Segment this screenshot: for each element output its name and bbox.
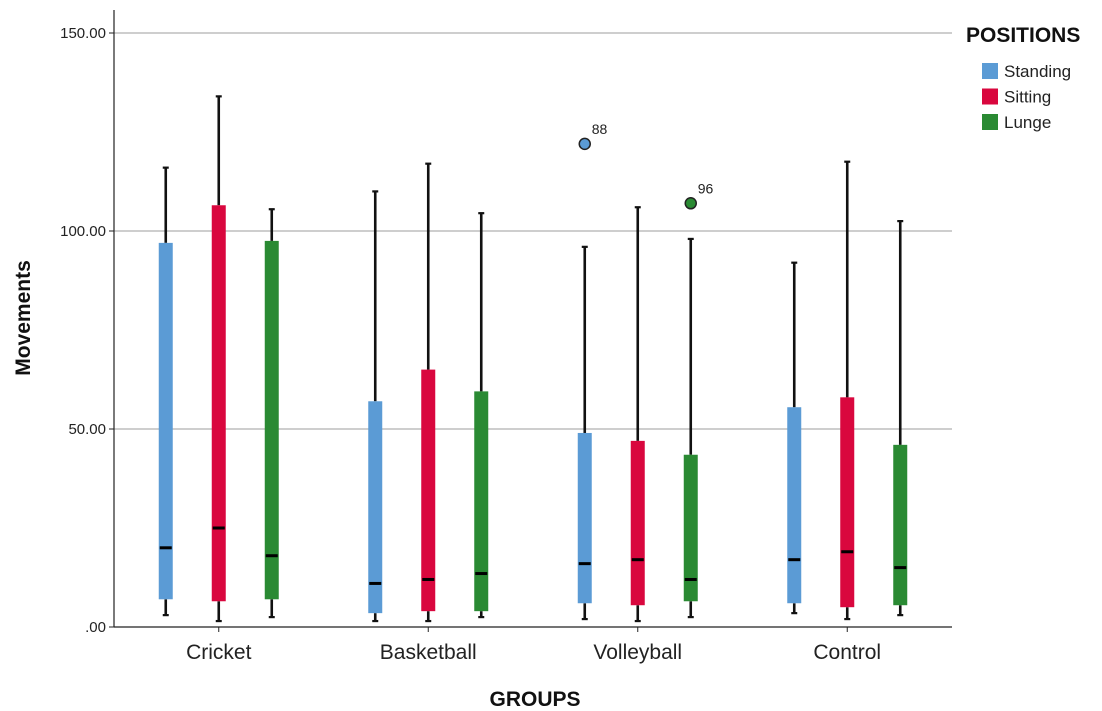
outlier-point [684, 197, 697, 210]
y-tick-label: .00 [85, 619, 106, 636]
y-tick-labels: .00 50.00 100.00 150.00 [60, 25, 114, 636]
outlier-label: 88 [592, 121, 608, 137]
legend: POSITIONS Standing Sitting Lunge [966, 24, 1080, 132]
box-sitting-volleyball [630, 206, 645, 623]
box-lunge-volleyball [683, 237, 698, 619]
box-lunge-control [893, 220, 908, 617]
box-rect [264, 240, 279, 600]
y-axis-title: Movements [12, 260, 35, 376]
box-rect [158, 242, 173, 600]
box-rect [683, 454, 698, 602]
x-tick-label: Cricket [186, 641, 252, 664]
legend-label-sitting: Sitting [1004, 88, 1051, 107]
legend-items: Standing Sitting Lunge [982, 62, 1071, 132]
box-rect [577, 432, 592, 604]
box-standing-volleyball [577, 245, 592, 621]
legend-title: POSITIONS [966, 24, 1080, 47]
legend-swatch-sitting [982, 88, 998, 105]
box-rect [368, 401, 383, 614]
box-standing-control [787, 261, 802, 615]
box-sitting-cricket [211, 95, 226, 623]
box-rect [840, 397, 855, 608]
x-tick-label: Volleyball [593, 641, 682, 664]
outlier-point [578, 137, 591, 151]
box-lunge-basketball [474, 212, 489, 619]
x-tick-labels: Cricket Basketball Volleyball Control [186, 627, 881, 664]
box-rect [474, 391, 489, 612]
legend-label-standing: Standing [1004, 62, 1071, 81]
box-rect [211, 205, 226, 602]
box-sitting-control [840, 160, 855, 621]
box-standing-cricket [158, 166, 173, 617]
outliers: 88 96 [578, 121, 714, 210]
box-rect [787, 407, 802, 604]
y-tick-label: 150.00 [60, 25, 106, 42]
box-standing-basketball [368, 190, 383, 623]
box-rect [630, 440, 645, 606]
box-rect [421, 369, 436, 612]
legend-swatch-standing [982, 63, 998, 79]
x-tick-label: Control [813, 641, 881, 664]
gridlines [114, 32, 952, 430]
legend-swatch-lunge [982, 114, 998, 130]
box-sitting-basketball [421, 162, 436, 623]
boxes [158, 95, 908, 623]
y-tick-label: 100.00 [60, 223, 106, 240]
axes [113, 10, 952, 628]
box-rect [893, 444, 908, 606]
y-tick-label: 50.00 [68, 421, 106, 438]
box-lunge-cricket [264, 208, 279, 619]
outlier-label: 96 [698, 180, 714, 196]
x-tick-label: Basketball [380, 641, 477, 664]
legend-label-lunge: Lunge [1004, 113, 1051, 132]
x-axis-title: GROUPS [489, 688, 580, 711]
